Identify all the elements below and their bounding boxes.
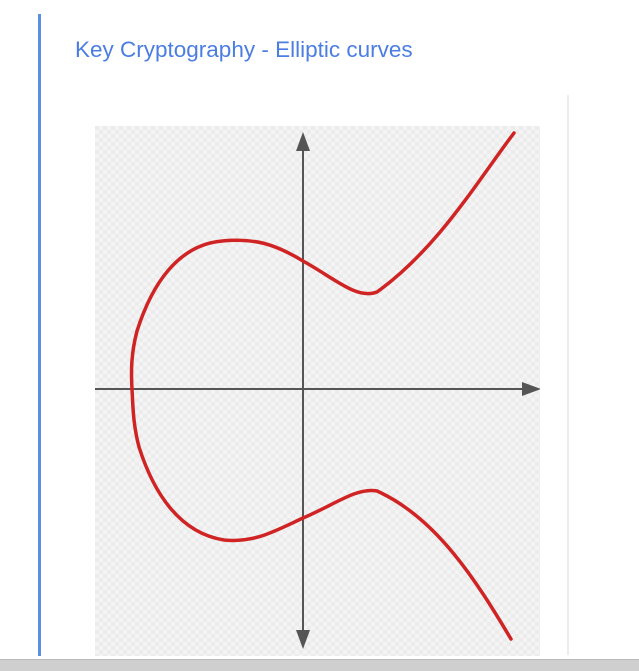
slide-title: Key Cryptography - Elliptic curves: [75, 37, 413, 62]
elliptic-curve-graphic: [95, 126, 540, 656]
left-accent-rule: [38, 14, 41, 656]
y-axis-up-arrow-icon: [296, 132, 310, 151]
y-axis-down-arrow-icon: [296, 630, 310, 649]
bottom-scrollbar[interactable]: [0, 659, 639, 671]
elliptic-curve-lower-branch: [130, 387, 513, 641]
elliptic-curve-upper-branch: [129, 131, 516, 391]
content-divider: [567, 95, 569, 655]
x-axis-arrow-icon: [522, 382, 540, 396]
figure-background: [95, 126, 540, 656]
elliptic-curve-figure: [95, 126, 540, 656]
